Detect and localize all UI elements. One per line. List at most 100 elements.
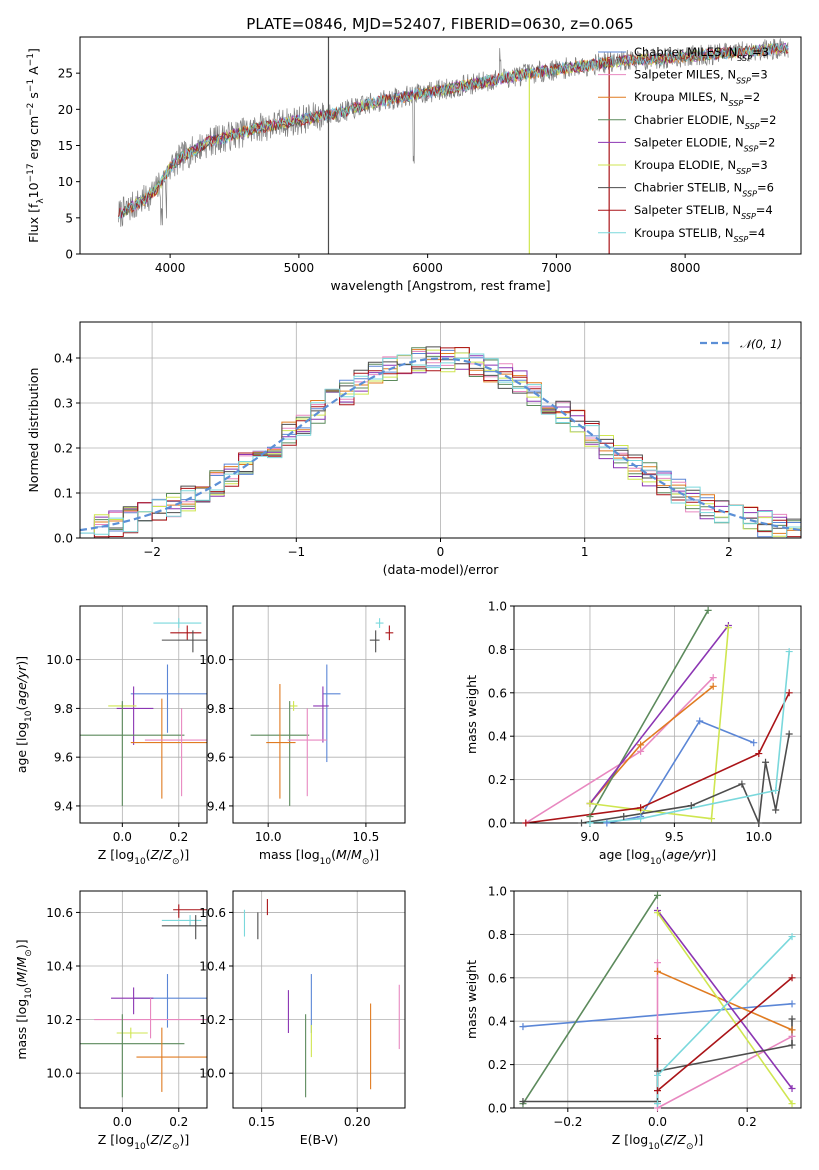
weight-point-marker (654, 959, 661, 967)
residuals-xlabel-part: (data-model)/error (383, 562, 500, 577)
age_vs_Z-xtick-label: 0.2 (169, 830, 188, 844)
legend-label: Salpeter STELIB, NSSP=4 (634, 203, 773, 221)
weight-series-line (656, 910, 793, 1089)
legend-model: Salpeter ELODIE, N (634, 135, 744, 149)
legend-model: Kroupa MILES, N (634, 90, 729, 104)
legend-nssp: =2 (758, 135, 775, 149)
mass_vs_ebv-plot-area (243, 899, 400, 1098)
legend-nssp: =4 (748, 226, 765, 240)
legend-nssp: =6 (757, 181, 774, 195)
age_vs_Z-ylabel-part: 10 (24, 710, 34, 722)
weight-point-marker (654, 891, 661, 899)
mass_vs_Z-panel: 0.0 0.2 10.0 10.2 10.4 10.6 (46, 890, 208, 1129)
residuals-ylabel-part: Normed distribution (26, 368, 41, 493)
age_vs_mass-xlabel-part: mass [ (259, 847, 301, 862)
weight_vs_Z-ytick-label: 0.2 (488, 1058, 507, 1072)
weight-point-marker (785, 730, 793, 738)
age_vs_Z-ylabel-part: age [ (14, 741, 29, 773)
residuals-xtick-label: −2 (143, 545, 161, 559)
weight_vs_Z-xlabel-part: )] (693, 1132, 703, 1147)
weight_vs_Z-xlabel: Z [log10(Z/Z⊙)] (612, 1132, 704, 1152)
weight_vs_age-xtick-label: 9.5 (665, 830, 684, 844)
weight-point-marker (654, 1035, 661, 1043)
weight-point-marker (519, 1097, 527, 1105)
weight-point-marker (755, 819, 763, 827)
weight_vs_age-ytick-label: 1.0 (488, 600, 507, 614)
age_vs_Z-panel: 0.0 0.2 9.4 9.6 9.8 10.0 (46, 605, 208, 844)
age_vs_mass-plot-area (250, 618, 394, 806)
spectrum-xtick-label: 7000 (541, 261, 572, 275)
mass_vs_Z-ylabel-part: log (14, 999, 29, 1018)
age_vs_Z-xlabel-part: ⊙ (172, 857, 180, 867)
weight-point-marker (654, 909, 661, 917)
age_vs_Z-xlabel-part: ( (146, 847, 151, 862)
mass_vs_Z-xtick-label: 0.2 (169, 1115, 188, 1129)
normal-curve (80, 357, 801, 532)
weight-series-line (589, 651, 790, 823)
legend-model: Chabrier ELODIE, N (634, 113, 745, 127)
weight_vs_age-ytick-label: 0.0 (488, 817, 507, 831)
legend-sub: SSP (736, 167, 751, 176)
weight_vs_age-ylabel: mass weight (464, 675, 479, 754)
weight-point-marker (654, 1071, 661, 1079)
spectrum-xtick-label: 6000 (412, 261, 443, 275)
histogram-step (80, 353, 801, 538)
weight_vs_age-frame (513, 605, 802, 824)
weight-series-line (589, 685, 714, 805)
mass_vs_Z-ylabel-part: )] (14, 939, 29, 949)
figure-title: PLATE=0846, MJD=52407, FIBERID=0630, z=0… (246, 15, 633, 33)
weight-point-marker (637, 804, 645, 812)
mass_vs_Z-ylabel-part: / (14, 967, 29, 972)
weight-point-marker (788, 1026, 796, 1034)
legend-nssp: =3 (751, 68, 768, 82)
weight_vs_age-xlabel-part: age/yr (666, 847, 707, 862)
residuals-plot-area (80, 346, 801, 538)
legend-label: Kroupa MILES, NSSP=2 (634, 90, 760, 108)
mass_vs_ebv-xtick-label: 0.15 (248, 1115, 275, 1129)
spectrum-ytick-label: 20 (58, 103, 73, 117)
spectrum-ylabel-part: λ (36, 198, 46, 204)
histogram-step (80, 347, 801, 538)
mass_vs_Z-ylabel-part: mass [ (14, 1018, 29, 1060)
legend-label: Kroupa STELIB, NSSP=4 (634, 226, 765, 244)
age_vs_Z-xlabel-part: )] (179, 847, 189, 862)
weight_vs_Z-ytick-label: 0.4 (488, 1015, 507, 1029)
age_vs_mass-xlabel-part: M (336, 847, 347, 862)
mass_vs_Z-xlabel-part: Z (162, 1132, 172, 1147)
mass_vs_Z-ytick-label: 10.6 (46, 906, 73, 920)
mass_vs_Z-ytick-label: 10.0 (46, 1067, 73, 1081)
age_vs_Z-xlabel-part: 10 (134, 857, 146, 867)
mass_vs_Z-frame (79, 890, 208, 1109)
legend-label: Kroupa ELODIE, NSSP=3 (634, 158, 768, 176)
spectrum-xlabel: wavelength [Angstrom, rest frame] (330, 278, 550, 293)
weight-point-marker (654, 967, 661, 975)
age_vs_Z-ylabel-part: age/yr (14, 665, 29, 706)
mass_vs_Z-plot-area (80, 904, 207, 1098)
residuals-xtick-label: 0 (437, 545, 445, 559)
weight_vs_age-xlabel-part: )] (706, 847, 716, 862)
spectrum-ylabel-part: ] (26, 48, 41, 53)
age_vs_Z-frame (79, 605, 208, 824)
legend-sub: SSP (729, 99, 744, 108)
mass_vs_Z-xlabel-part: Z (150, 1132, 160, 1147)
age_vs_mass-ytick-label: 10.0 (199, 653, 226, 667)
legend-model: Kroupa STELIB, N (634, 226, 734, 240)
weight-point-marker (637, 815, 645, 823)
spectrum-xtick-label: 4000 (155, 261, 186, 275)
age_vs_Z-xlabel-part: log (115, 847, 134, 862)
legend-model: Salpeter MILES, N (634, 68, 736, 82)
legend-model: Chabrier MILES, N (634, 45, 737, 59)
weight_vs_Z-xtick-label: 0.2 (738, 1115, 757, 1129)
legend-label: Chabrier ELODIE, NSSP=2 (634, 113, 776, 131)
spectrum-legend: Chabrier MILES, N SSP =3 Salpeter MILES, N S… (598, 45, 776, 243)
weight-point-marker (788, 974, 796, 982)
age_vs_mass-xlabel-part: log (301, 847, 320, 862)
spectrum-model-line (118, 42, 789, 220)
spectrum-xlabel-part: wavelength [Angstrom, rest frame] (330, 278, 550, 293)
weight-point-marker (785, 689, 793, 697)
weight-point-marker (788, 1084, 796, 1092)
mass_vs_Z-ytick-label: 10.2 (46, 1013, 73, 1027)
weight-point-marker (788, 1032, 796, 1040)
weight_vs_Z-panel: −0.2 0.0 0.2 0.0 0.2 0.4 0.6 0.8 1.0 (488, 885, 802, 1129)
mass_vs_ebv-panel: 0.15 0.20 10.0 10.2 10.4 10.6 (199, 890, 406, 1129)
